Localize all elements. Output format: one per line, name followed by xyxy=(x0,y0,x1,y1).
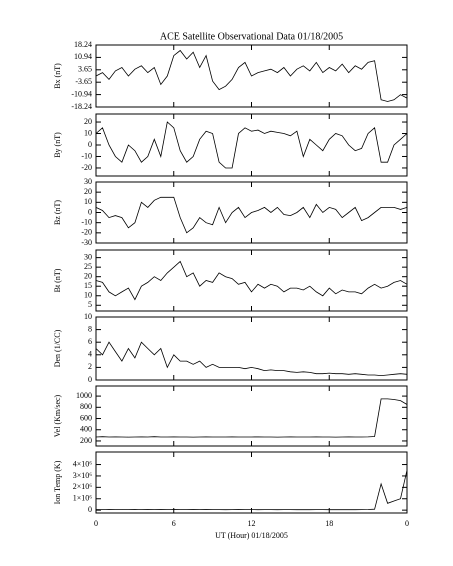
y-tick-label: 800 xyxy=(80,402,92,411)
y-tick-label: -3.65 xyxy=(75,77,92,86)
y-tick-label: 2 xyxy=(88,362,92,371)
y-axis-label: Bx (nT) xyxy=(53,63,62,89)
y-tick-label: 10 xyxy=(84,291,92,300)
y-tick-label: 3.65 xyxy=(78,65,92,74)
y-tick-label: 10.94 xyxy=(74,52,92,61)
y-tick-label: 10 xyxy=(84,312,92,321)
x-axis-label: UT (Hour) 01/18/2005 xyxy=(215,531,288,540)
y-tick-label: 600 xyxy=(80,413,92,422)
y-axis-label: By (nT) xyxy=(53,132,62,158)
y-tick-label: 20 xyxy=(84,117,92,126)
x-tick-label: 6 xyxy=(172,519,176,528)
data-line xyxy=(95,260,408,301)
y-axis-label: Den (1/CC) xyxy=(53,329,62,367)
y-tick-label: 200 xyxy=(80,436,92,445)
y-tick-label: 0 xyxy=(88,140,92,149)
y-axis-label: Bt (nT) xyxy=(53,268,62,292)
y-tick-label: -10.94 xyxy=(71,89,92,98)
y-tick-label: 0 xyxy=(88,375,92,384)
y-axis-label: Ion Temp (K) xyxy=(53,460,62,504)
y-tick-label: 30 xyxy=(84,252,92,261)
data-line xyxy=(95,196,408,234)
y-axis-label: Vel (Km/sec) xyxy=(53,394,62,437)
y-tick-label: -20 xyxy=(81,228,92,237)
y-tick-label: 8 xyxy=(88,324,92,333)
y-axis-label: Bz (nT) xyxy=(53,200,62,225)
y-tick-label: 6 xyxy=(88,337,92,346)
y-tick-label: 10 xyxy=(84,128,92,137)
data-line xyxy=(95,121,408,169)
y-tick-label: 2×10⁶ xyxy=(73,482,93,491)
y-tick-label: 18.24 xyxy=(74,40,92,49)
y-tick-label: 1×10⁶ xyxy=(73,494,93,503)
data-line xyxy=(95,398,408,438)
chart-title: ACE Satellite Observational Data 01/18/2… xyxy=(160,31,343,42)
data-line xyxy=(95,341,408,377)
y-tick-label: 3×10⁶ xyxy=(73,471,93,480)
y-tick-label: 4 xyxy=(88,350,92,359)
y-tick-label: -18.24 xyxy=(71,102,92,111)
y-tick-label: 15 xyxy=(84,281,92,290)
y-tick-label: 30 xyxy=(84,177,92,186)
y-tick-label: -30 xyxy=(81,238,92,247)
y-tick-label: 20 xyxy=(84,187,92,196)
y-tick-label: -10 xyxy=(81,151,92,160)
y-tick-label: 10 xyxy=(84,197,92,206)
y-tick-label: -10 xyxy=(81,217,92,226)
y-tick-label: 4×10⁶ xyxy=(73,459,93,468)
y-tick-label: 0 xyxy=(88,505,92,514)
x-tick-label: 18 xyxy=(325,519,333,528)
data-line xyxy=(95,49,408,102)
y-tick-label: 0 xyxy=(88,207,92,216)
x-tick-label: 0 xyxy=(405,519,409,528)
data-line xyxy=(95,470,408,511)
x-tick-label: 12 xyxy=(248,519,256,528)
y-tick-label: -20 xyxy=(81,163,92,172)
x-tick-label: 0 xyxy=(94,519,98,528)
y-tick-label: 400 xyxy=(80,425,92,434)
y-tick-label: 1000 xyxy=(76,391,92,400)
y-tick-label: 20 xyxy=(84,272,92,281)
y-tick-label: 25 xyxy=(84,262,92,271)
y-tick-label: 5 xyxy=(88,300,92,309)
